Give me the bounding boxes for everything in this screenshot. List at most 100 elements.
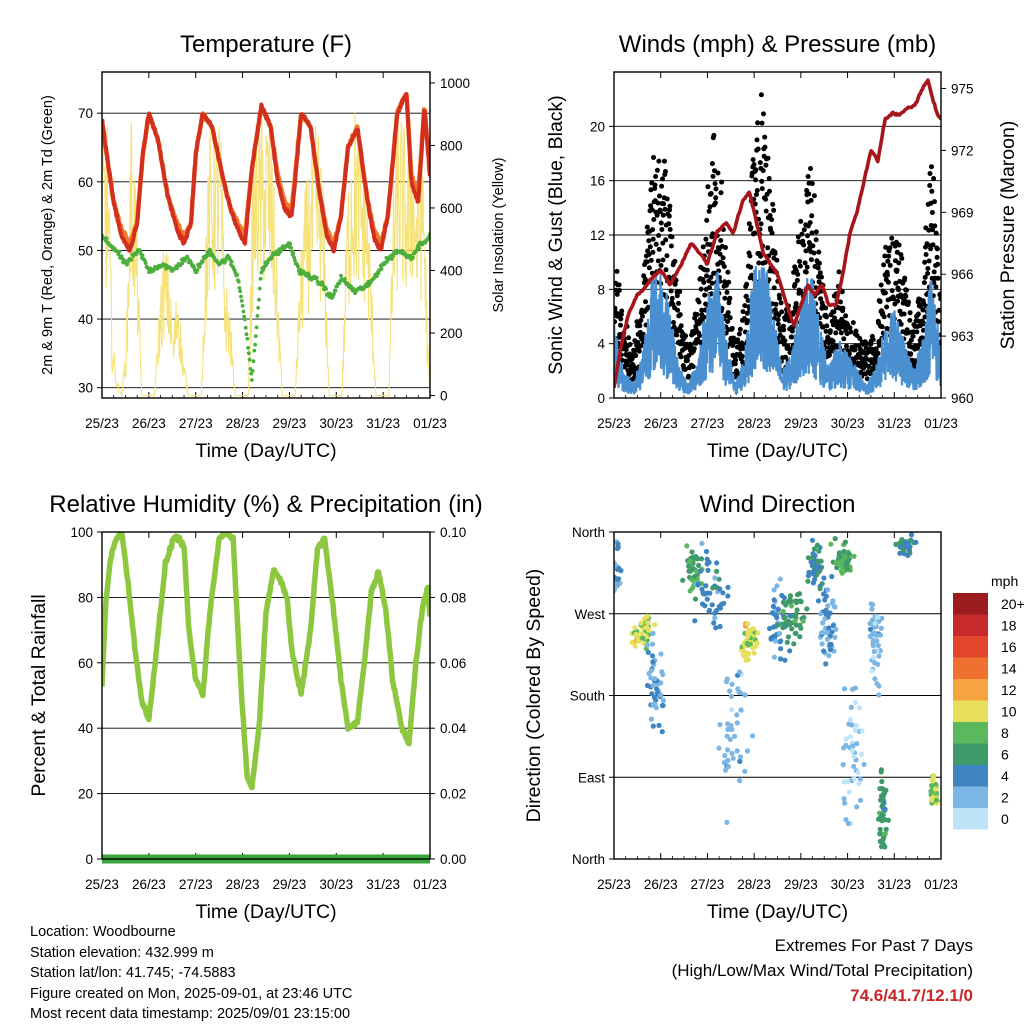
direction-point — [780, 599, 787, 606]
gust-point — [853, 328, 859, 334]
gust-point — [854, 355, 860, 361]
direction-point — [842, 800, 848, 806]
y-tick-label: East — [578, 770, 605, 785]
legend-swatch — [953, 808, 988, 830]
direction-point — [744, 651, 750, 657]
direction-point — [706, 559, 712, 565]
direction-point — [787, 613, 793, 619]
direction-point — [734, 712, 740, 718]
legend-swatch — [953, 657, 988, 679]
dewpoint-point — [257, 286, 262, 291]
gust-point — [928, 246, 934, 252]
y2-tick-label: 800 — [440, 138, 463, 153]
direction-point — [854, 804, 860, 810]
direction-point — [735, 686, 741, 692]
gust-point — [781, 327, 787, 333]
gust-point — [762, 144, 768, 150]
gust-point — [866, 364, 872, 370]
gust-point — [809, 213, 815, 219]
dewpoint-point — [253, 334, 258, 338]
direction-point — [845, 820, 851, 827]
gust-point — [753, 167, 759, 173]
gust-point — [642, 276, 648, 282]
gust-point — [669, 295, 675, 301]
direction-point — [821, 648, 827, 654]
gust-point — [783, 354, 788, 360]
direction-point — [724, 819, 730, 826]
plot-border — [613, 531, 942, 860]
direction-point — [876, 653, 882, 659]
direction-point — [867, 626, 874, 632]
gust-point — [797, 259, 802, 264]
direction-point — [874, 638, 880, 644]
figure-created: Figure created on Mon, 2025-09-01, at 23… — [30, 985, 353, 1002]
direction-point — [825, 587, 831, 593]
gust-point — [879, 324, 885, 330]
direction-point — [650, 630, 656, 637]
gust-point — [931, 269, 937, 275]
direction-point — [687, 558, 693, 564]
direction-point — [847, 734, 854, 740]
x-tick-label: 29/23 — [784, 416, 818, 431]
gust-point — [736, 331, 742, 337]
gust-point — [648, 203, 654, 209]
y-tick-label: 100 — [70, 525, 93, 540]
gust-point — [915, 345, 920, 351]
direction-point — [814, 542, 821, 548]
direction-point — [771, 624, 777, 630]
gust-point — [832, 315, 838, 321]
gust-point — [727, 295, 733, 301]
series-gust — [614, 92, 941, 388]
gust-point — [915, 311, 921, 317]
gust-point — [801, 227, 807, 233]
gust-point — [677, 312, 683, 318]
gust-point — [936, 307, 941, 313]
gust-point — [618, 316, 624, 322]
gust-point — [896, 287, 901, 293]
direction-point — [933, 797, 940, 803]
direction-point — [842, 539, 849, 545]
gust-point — [887, 262, 893, 268]
direction-point — [933, 786, 939, 792]
panel-humidity: Relative Humidity (%) & Precipitation (i… — [28, 491, 483, 923]
y2-tick-label: 0 — [440, 388, 448, 403]
gust-point — [658, 263, 664, 268]
direction-point — [750, 645, 756, 651]
gust-point — [616, 282, 622, 288]
direction-point — [787, 648, 793, 654]
gust-point — [709, 280, 715, 286]
direction-point — [875, 816, 882, 822]
gust-point — [724, 289, 730, 295]
direction-point — [707, 590, 713, 596]
direction-point — [818, 611, 824, 617]
legend-label: 18 — [1001, 618, 1017, 634]
direction-point — [832, 604, 838, 610]
legend-label: 14 — [1001, 661, 1017, 677]
direction-point — [792, 630, 798, 636]
direction-point — [656, 722, 662, 729]
gust-point — [623, 347, 629, 353]
dewpoint-point — [241, 309, 246, 314]
direction-point — [823, 661, 829, 667]
direction-point — [660, 697, 667, 704]
x-tick-label: 28/23 — [226, 416, 260, 431]
gust-point — [841, 336, 847, 342]
gust-point — [747, 253, 753, 259]
gust-point — [775, 321, 781, 327]
direction-point — [650, 683, 656, 689]
direction-point — [796, 591, 803, 597]
gust-point — [902, 275, 908, 281]
gust-point — [884, 304, 890, 310]
y-tick-label: North — [572, 525, 605, 540]
y-axis-label: 2m & 9m T (Red, Orange) & 2m Td (Green) — [40, 95, 56, 375]
dewpoint-point — [320, 280, 325, 285]
gust-point — [895, 298, 901, 304]
direction-point — [876, 692, 882, 698]
direction-point — [649, 641, 656, 647]
direction-point — [879, 615, 885, 622]
direction-point — [706, 608, 712, 615]
gust-point — [699, 307, 705, 313]
gust-point — [656, 246, 662, 252]
direction-point — [805, 573, 812, 579]
gust-point — [813, 229, 819, 235]
